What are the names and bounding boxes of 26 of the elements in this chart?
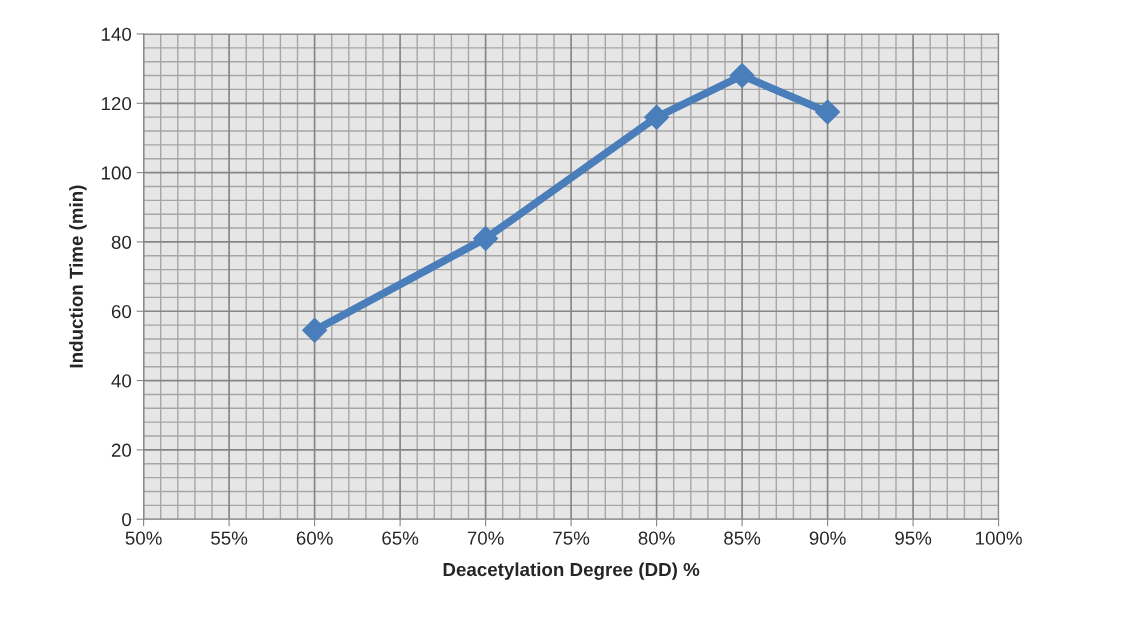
x-tick-label: 50% <box>125 531 162 545</box>
point <box>814 99 841 125</box>
y-tick-label: 60 <box>111 304 132 319</box>
point <box>472 225 499 252</box>
x-tick-label: 65% <box>382 531 419 545</box>
x-tick-label: 75% <box>553 531 590 545</box>
x-tick-label: 85% <box>724 531 761 545</box>
y-tick-label: 0 <box>122 512 132 527</box>
point <box>729 62 755 89</box>
y-axis-title: Induction Time (min) <box>69 185 87 368</box>
x-axis-title: Deacetylation Degree (DD) % <box>443 562 700 580</box>
x-tick-label: 60% <box>296 531 333 545</box>
y-tick-label: 140 <box>101 27 132 41</box>
x-tick-label: 95% <box>895 531 932 545</box>
y-tick-label: 100 <box>101 166 132 180</box>
x-tick-label: 80% <box>638 531 675 545</box>
x-tick-label: 70% <box>467 531 504 545</box>
x-tick-label: 90% <box>809 531 846 545</box>
point <box>301 317 328 344</box>
x-tick-label: 55% <box>211 531 248 545</box>
y-tick-label: 40 <box>111 374 132 388</box>
y-tick-label: 80 <box>111 235 132 249</box>
x-tick-label: 100% <box>976 531 1022 545</box>
y-tick-label: 20 <box>111 443 132 457</box>
point <box>643 104 670 130</box>
y-tick-label: 120 <box>101 96 132 111</box>
